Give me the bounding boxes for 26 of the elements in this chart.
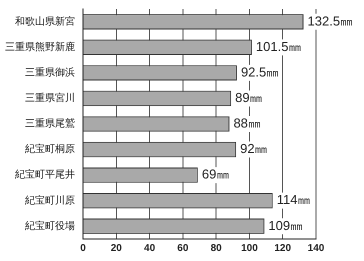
data-label: 109㎜ [268,218,304,233]
y-tick-label: 紀宝町平尾井 [15,168,75,181]
data-label: 69㎜ [202,166,230,182]
y-tick-label: 紀宝町桐原 [25,143,75,156]
x-tick-label: 140 [308,242,325,254]
x-tick-label: 20 [110,242,122,254]
y-tick-label: 三重県熊野新鹿 [5,40,75,53]
x-tick-label: 60 [177,242,189,254]
data-label: 101.5㎜ [256,38,302,54]
y-tick-label: 三重県御浜 [25,66,75,78]
data-label: 132.5㎜ [308,13,354,28]
y-tick-label: 三重県宮川 [25,92,75,104]
y-tick-label: 和歌山県新宮 [15,15,75,28]
data-label: 92.5㎜ [240,64,280,80]
data-label: 92㎜ [240,141,268,156]
x-tick-label: 0 [80,242,86,254]
x-tick-label: 40 [144,242,156,254]
x-tick-label: 120 [274,242,292,254]
data-label: 88㎜ [233,116,261,131]
x-tick-label: 80 [210,242,222,254]
data-label: 89㎜ [235,90,263,106]
y-tick-label: 紀宝町役場 [25,220,75,232]
y-tick-label: 三重県尾鷲 [25,118,75,130]
data-label: 114㎜ [276,192,310,208]
y-tick-label: 紀宝町川原 [25,194,75,206]
x-tick-label: 100 [241,242,258,254]
